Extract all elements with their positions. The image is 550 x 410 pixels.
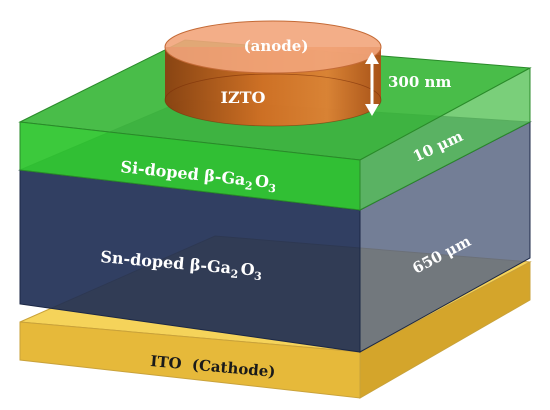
cathode-side-face [359,261,531,399]
contact-material-label: IZTO [220,88,265,107]
anode-contact [164,20,382,127]
anode-top-face [164,20,382,74]
anode-label: (anode) [244,37,309,55]
epi-side-face [359,67,531,211]
contact-thickness-label: 300 nm [388,73,451,91]
anode-thickness-arrow [365,52,379,116]
anode-bottom-rim [164,73,382,127]
